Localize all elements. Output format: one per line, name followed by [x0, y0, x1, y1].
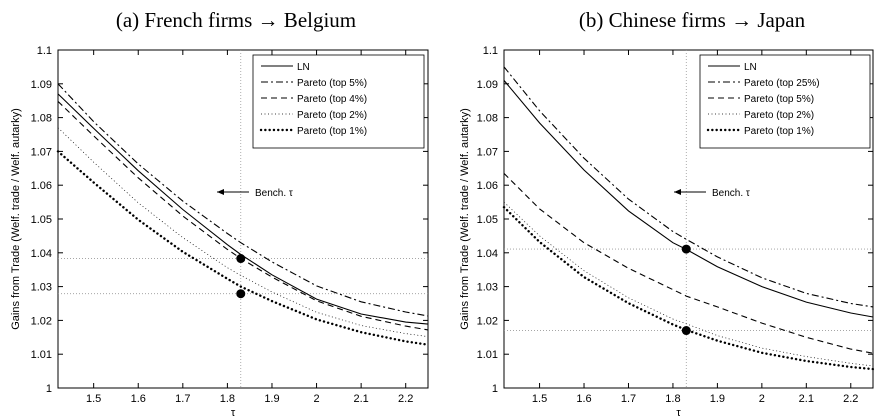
- y-tick-label: 1.07: [31, 146, 52, 158]
- y-tick-label: 1.02: [477, 315, 498, 327]
- legend-box: [699, 54, 871, 149]
- legend-label: LN: [297, 62, 310, 73]
- series-line: [57, 127, 429, 337]
- x-tick-label: 1.5: [86, 393, 101, 405]
- legend-label: Pareto (top 2%): [297, 110, 367, 121]
- series-line: [502, 205, 875, 371]
- annotation-text: Bench. τ: [255, 188, 293, 199]
- benchmark-marker-dot: [681, 244, 691, 254]
- y-tick-label: 1.02: [31, 315, 52, 327]
- y-tick-label: 1: [492, 383, 498, 395]
- y-axis-label: Gains from Trade (Welf. trade / Welf. au…: [459, 108, 471, 330]
- legend-label: Pareto (top 2%): [744, 110, 814, 121]
- y-tick-label: 1.04: [477, 248, 498, 260]
- y-tick-label: 1.1: [483, 45, 498, 57]
- benchmark-marker-dot: [236, 254, 246, 264]
- legend-label: Pareto (top 4%): [297, 94, 367, 105]
- y-tick-label: 1.08: [31, 113, 52, 125]
- y-tick-label: 1.08: [477, 113, 498, 125]
- x-tick-label: 2.1: [799, 393, 814, 405]
- chart-title: (a) French firms → Belgium: [116, 8, 356, 32]
- series-line: [56, 150, 430, 346]
- x-tick-label: 1.8: [665, 393, 680, 405]
- legend-label: Pareto (top 25%): [744, 78, 820, 89]
- y-axis-label: Gains from Trade (Welf. trade / Welf. au…: [10, 108, 22, 330]
- x-axis-label: τ: [676, 407, 681, 417]
- annotation-arrowhead: [217, 189, 224, 195]
- x-tick-label: 2.1: [353, 393, 368, 405]
- benchmark-marker-dot: [681, 326, 691, 336]
- y-tick-label: 1.03: [31, 282, 52, 294]
- x-tick-label: 1.9: [264, 393, 279, 405]
- benchmark-marker-dot: [236, 289, 246, 299]
- y-tick-label: 1.01: [31, 349, 52, 361]
- chart-panel-b: (b) Chinese firms → Japan 1 1.01 1.02 1.03 1.…: [459, 8, 875, 417]
- x-axis-label: τ: [231, 407, 236, 417]
- x-tick-label: 1.5: [532, 393, 547, 405]
- y-tick-label: 1.05: [31, 214, 52, 226]
- x-tick-label: 2: [759, 393, 765, 405]
- y-tick-label: 1.04: [31, 248, 52, 260]
- y-tick-label: 1.03: [477, 282, 498, 294]
- y-tick-label: 1.06: [477, 180, 498, 192]
- x-tick-label: 1.9: [710, 393, 725, 405]
- legend-label: Pareto (top 5%): [297, 78, 367, 89]
- x-tick-label: 2.2: [398, 393, 413, 405]
- x-tick-label: 1.8: [220, 393, 235, 405]
- y-tick-label: 1.07: [477, 146, 498, 158]
- legend-box: [252, 54, 425, 149]
- series-line: [57, 83, 429, 317]
- y-tick-label: 1.05: [477, 214, 498, 226]
- y-tick-label: 1.06: [31, 180, 52, 192]
- x-tick-label: 1.6: [131, 393, 146, 405]
- legend-label: Pareto (top 1%): [297, 126, 367, 137]
- chart-title: (b) Chinese firms → Japan: [579, 8, 806, 32]
- series-line: [503, 173, 874, 354]
- y-tick-label: 1.1: [37, 45, 52, 57]
- chart-panel-a: (a) French firms → Belgium 1 1.01 1.02 1.03 1…: [10, 8, 430, 417]
- legend-label: LN: [744, 62, 757, 73]
- x-tick-label: 1.7: [621, 393, 636, 405]
- x-tick-label: 2: [313, 393, 319, 405]
- y-tick-label: 1.01: [477, 349, 498, 361]
- legend-label: Pareto (top 5%): [744, 94, 814, 105]
- annotation-text: Bench. τ: [712, 188, 750, 199]
- legend-label: Pareto (top 1%): [744, 126, 814, 137]
- y-tick-label: 1.09: [31, 79, 52, 91]
- x-tick-label: 2.2: [843, 393, 858, 405]
- series-line: [503, 201, 874, 367]
- y-tick-label: 1.09: [477, 79, 498, 91]
- x-tick-label: 1.7: [175, 393, 190, 405]
- x-tick-label: 1.6: [576, 393, 591, 405]
- annotation-arrowhead: [674, 189, 681, 195]
- y-tick-label: 1: [46, 383, 52, 395]
